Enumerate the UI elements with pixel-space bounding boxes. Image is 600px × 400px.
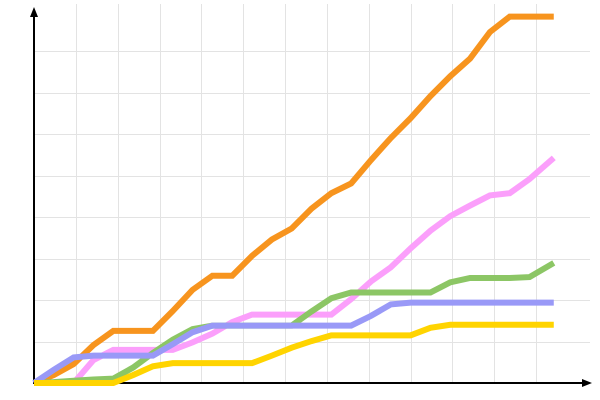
- series-line-pink: [34, 155, 556, 386]
- data-series: [32, 13, 556, 386]
- y-axis-arrow-icon: [30, 7, 38, 17]
- series-line-orange: [32, 13, 554, 386]
- axes: [30, 7, 592, 387]
- series-line-periwinkle: [32, 299, 554, 386]
- x-axis-arrow-icon: [582, 379, 592, 387]
- series-line-yellow: [34, 321, 554, 386]
